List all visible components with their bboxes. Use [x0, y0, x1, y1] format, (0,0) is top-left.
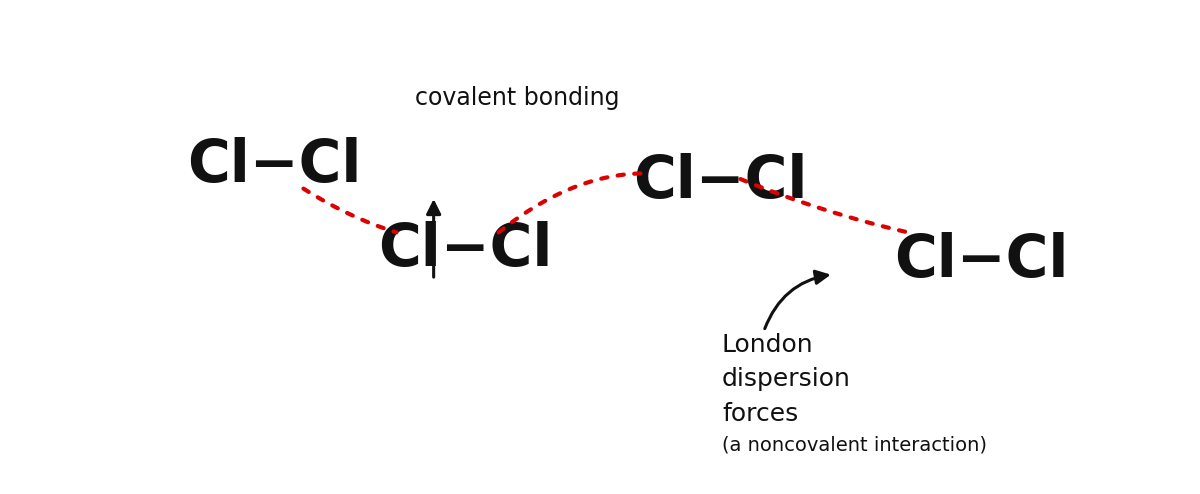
- Text: London: London: [722, 333, 814, 357]
- Text: Cl−Cl: Cl−Cl: [187, 137, 361, 194]
- Text: dispersion: dispersion: [722, 368, 851, 391]
- Text: Cl−Cl: Cl−Cl: [634, 153, 808, 209]
- Text: Cl−Cl: Cl−Cl: [378, 221, 552, 278]
- Text: forces: forces: [722, 402, 798, 426]
- Text: covalent bonding: covalent bonding: [415, 86, 619, 110]
- Text: (a noncovalent interaction): (a noncovalent interaction): [722, 436, 986, 455]
- Text: Cl−Cl: Cl−Cl: [894, 232, 1068, 289]
